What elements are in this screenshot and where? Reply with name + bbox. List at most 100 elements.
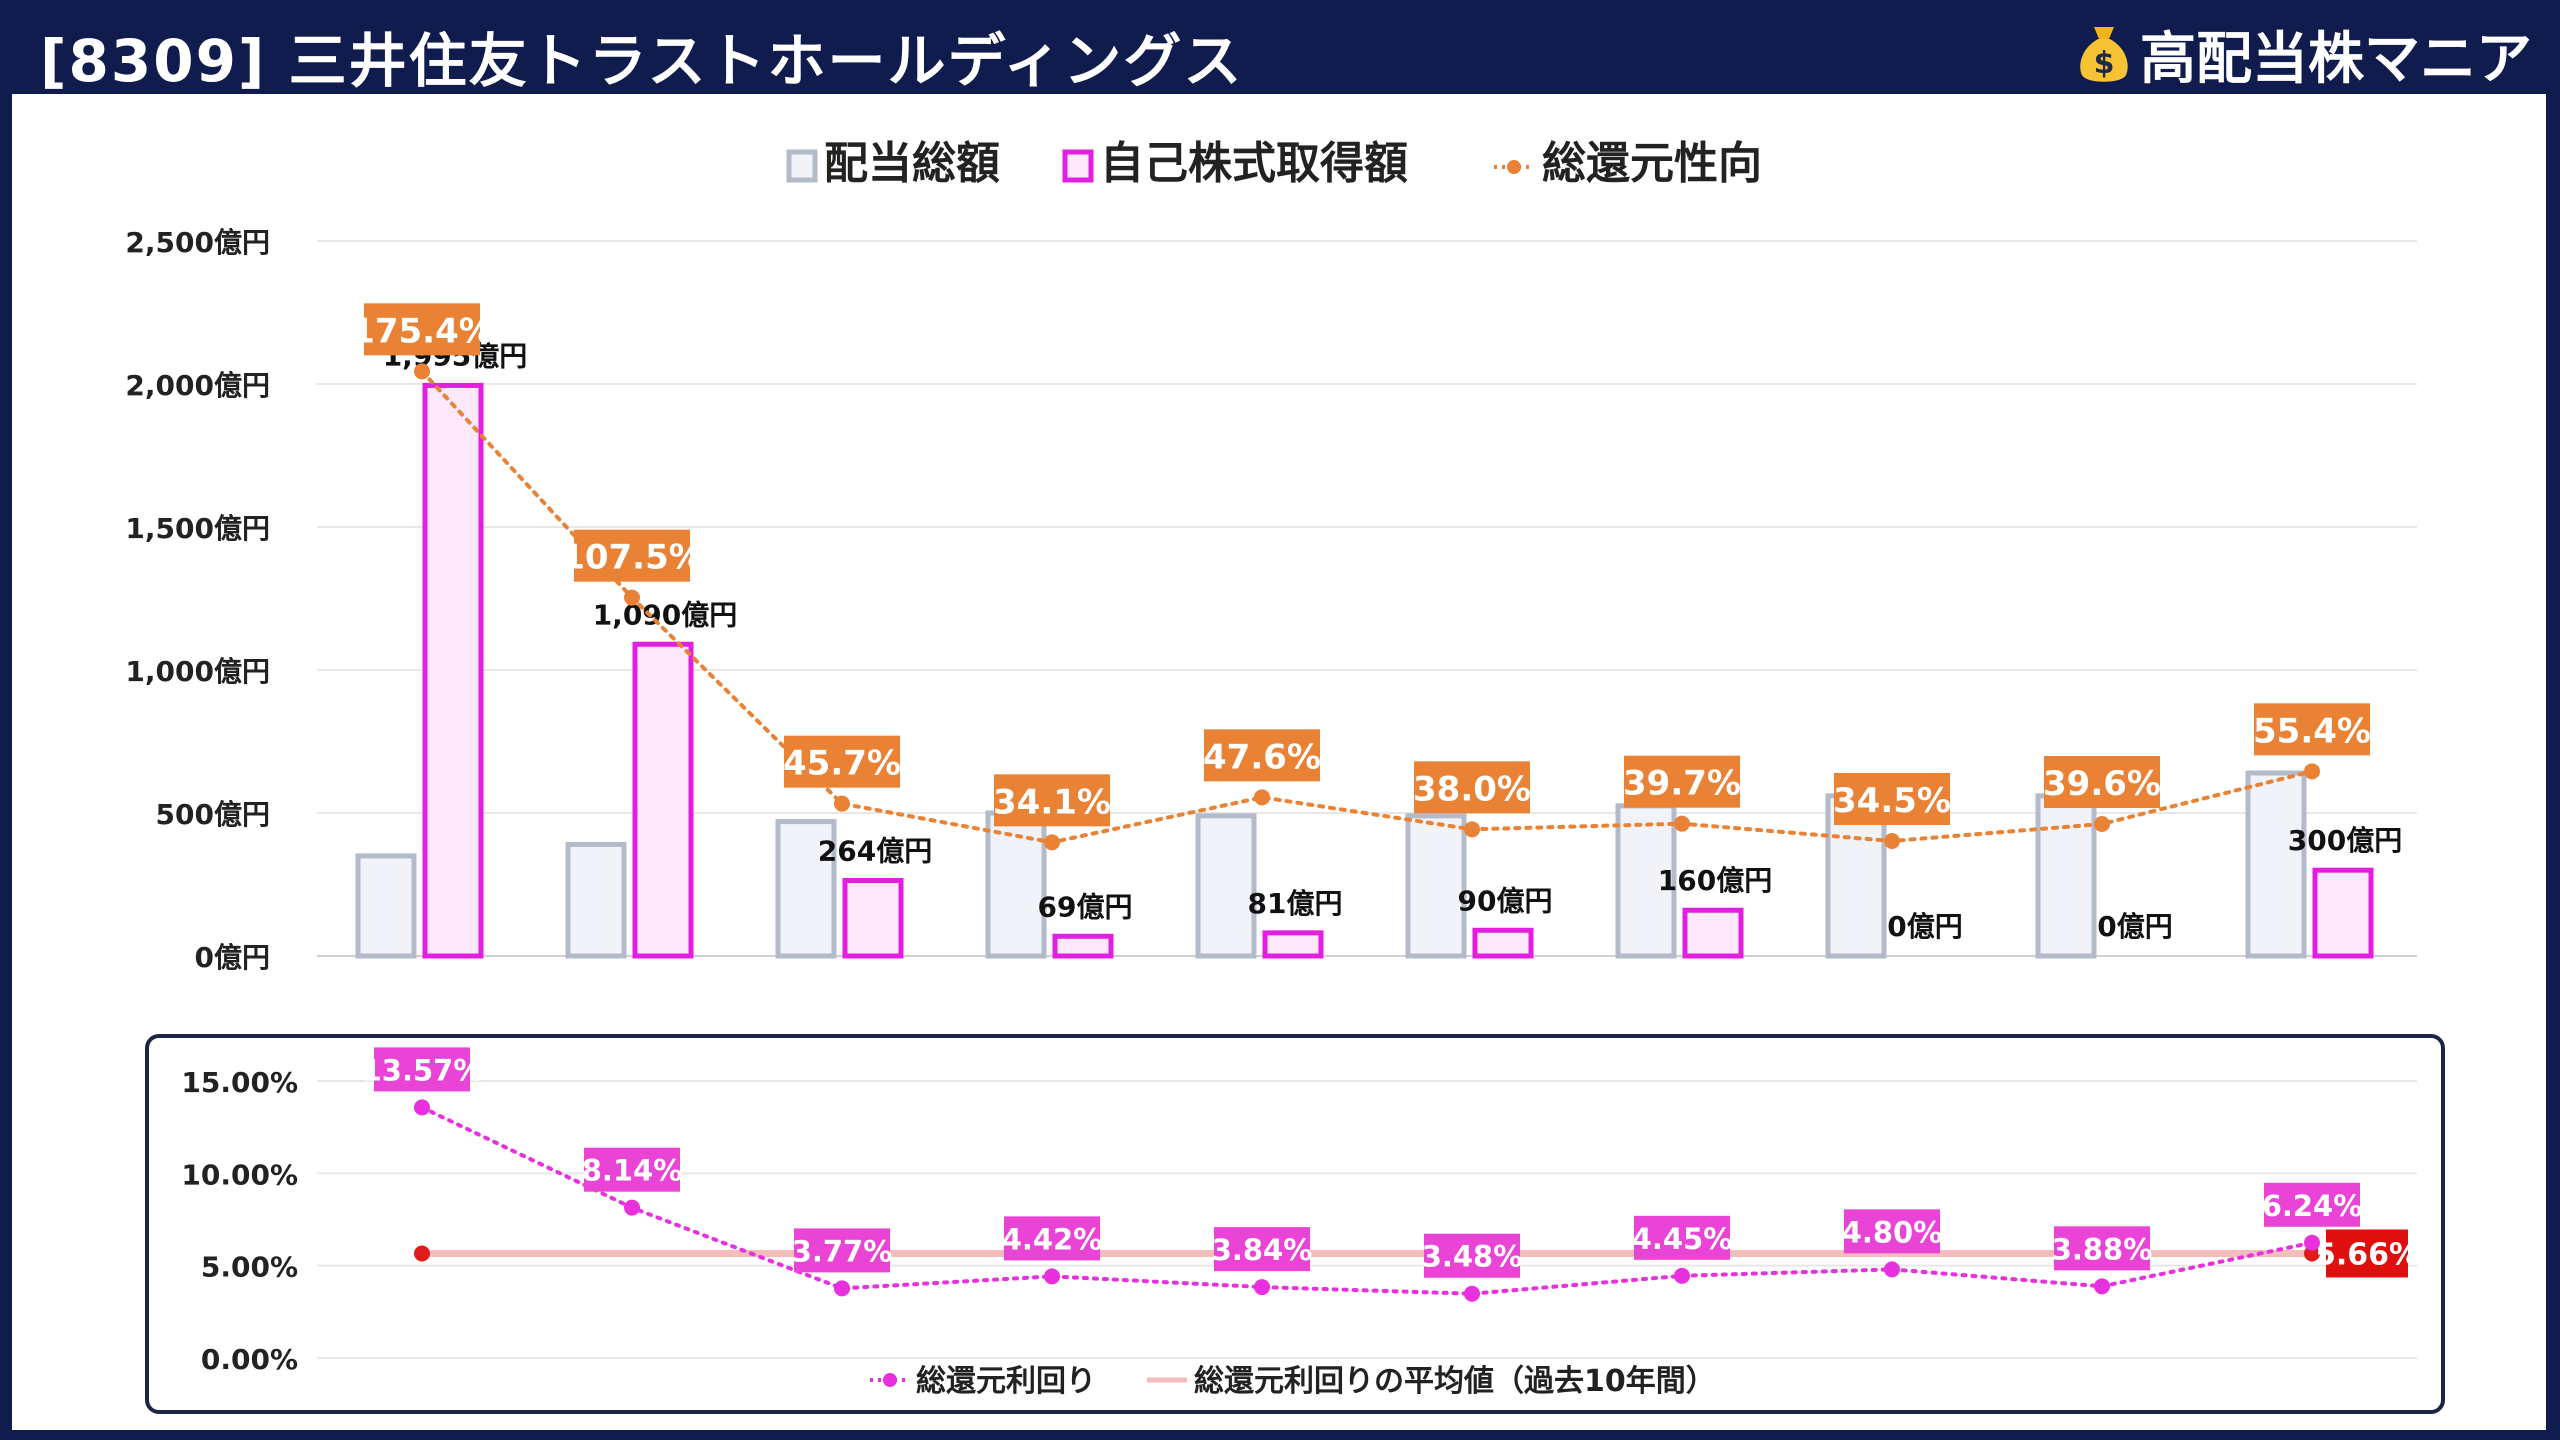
total-yield-point (414, 1099, 430, 1116)
yield-data-label: 8.14% (582, 1154, 683, 1188)
payout-data-label: 39.6% (2043, 764, 2161, 804)
buyback-bar (1682, 907, 1744, 959)
buyback-bar (842, 877, 904, 959)
chart-panel: 配当総額 自己株式取得額 総還元性向 0億円 500億円 1,000億円 1,500億… (12, 94, 2546, 1430)
yield-data-label: 4.42% (1002, 1222, 1103, 1256)
y-tick-label: 5.00% (201, 1251, 298, 1284)
bottom-chart-frame (145, 1034, 2445, 1414)
total-yield-point (1044, 1268, 1060, 1285)
dividend-bar (985, 810, 1047, 959)
yield-label-box (2054, 1226, 2150, 1271)
legend-label-payout: 総還元性向 (1542, 138, 1762, 189)
dividend-bar (1615, 803, 1677, 959)
average-yield-point (414, 1245, 430, 1262)
y-tick-label: 2,500億円 (125, 226, 270, 259)
payout-ratio-line (420, 369, 2314, 845)
yield-label-box (2264, 1182, 2360, 1227)
buyback-data-label: 0億円 (2097, 910, 2172, 943)
page-title: [8309] 三井住友トラストホールディングス (40, 27, 1244, 95)
dividend-bar (565, 841, 627, 959)
legend-label-yield: 総還元利回り (916, 1364, 1096, 1399)
payout-label-box (2044, 756, 2160, 808)
total-yield-line (420, 1105, 2314, 1296)
payout-ratio-point (1044, 834, 1060, 851)
payout-data-label: 38.0% (1413, 769, 1531, 809)
payout-ratio-point (2304, 763, 2320, 780)
payout-data-label: 39.7% (1623, 764, 1741, 804)
svg-text:$: $ (2094, 46, 2115, 81)
y-tick-label: 2,000億円 (125, 369, 270, 402)
yield-data-label: 4.45% (1632, 1222, 1733, 1256)
payout-label-box (574, 529, 690, 582)
y-tick-label: 1,000億円 (125, 655, 270, 688)
yield-data-label: 3.88% (2052, 1232, 2153, 1266)
payout-ratio-point (2094, 816, 2110, 832)
total-yield-point (834, 1280, 850, 1297)
payout-label-box (784, 735, 900, 788)
yield-label-box (1004, 1216, 1100, 1261)
payout-label-box (994, 774, 1110, 827)
payout-data-label: 107.5% (561, 538, 703, 578)
legend-marker-yield (883, 1373, 897, 1387)
buyback-bar (1262, 930, 1324, 959)
yield-data-label: 3.48% (1422, 1240, 1523, 1274)
yield-data-label: 6.24% (2262, 1189, 2363, 1223)
payout-data-label: 45.7% (783, 744, 901, 784)
payout-data-label: 55.4% (2253, 711, 2371, 751)
total-yield-point (1674, 1267, 1690, 1284)
yield-label-box (374, 1047, 470, 1092)
bottom-chart: 0.00% 5.00% 10.00% 15.00% 5.66% 13.57% 8.14% 3.… (181, 1047, 2419, 1376)
payout-ratio-point (1674, 815, 1690, 832)
buyback-bar (2312, 867, 2374, 959)
brand-name: 高配当株マニア (2140, 27, 2532, 92)
buyback-data-label: 1,090億円 (593, 598, 738, 631)
legend-label-average: 総還元利回りの平均値（過去10年間） (1194, 1364, 1716, 1399)
payout-data-label: 34.1% (993, 782, 1111, 822)
buyback-data-label: 300億円 (2288, 824, 2402, 857)
payout-label-box (1414, 761, 1530, 814)
chart-canvas: 配当総額 自己株式取得額 総還元性向 0億円 500億円 1,000億円 1,500億… (125, 138, 2445, 1414)
legend-label-dividend: 配当総額 (824, 138, 1000, 189)
buyback-data-label: 264億円 (818, 834, 932, 867)
yield-label-box (584, 1147, 680, 1192)
average-data-label: 5.66% (2315, 1237, 2419, 1272)
legend-marker-payout (1507, 160, 1521, 174)
total-yield-point (624, 1199, 640, 1216)
buyback-bar (422, 382, 484, 959)
y-tick-label: 500億円 (156, 798, 270, 831)
buyback-bar (632, 641, 694, 959)
payout-label-box (364, 303, 480, 356)
total-yield-point (1884, 1261, 1900, 1278)
dividend-bar (1195, 813, 1257, 959)
legend-swatch-dividend (786, 149, 818, 183)
buyback-data-label: 69億円 (1038, 890, 1133, 923)
payout-ratio-point (414, 363, 430, 380)
buyback-bar (1472, 927, 1534, 959)
payout-ratio-point (1464, 821, 1480, 838)
top-legend: 配当総額 自己株式取得額 総還元性向 (786, 138, 1762, 189)
yield-data-label: 4.80% (1842, 1215, 1943, 1249)
top-chart: 0億円500億円1,000億円1,500億円2,000億円2,500億円1,99… (125, 226, 2417, 1104)
dividend-bar (2245, 770, 2307, 959)
brand: $ 高配当株マニア (2076, 14, 2532, 95)
yield-data-label: 13.57% (362, 1053, 483, 1087)
yield-label-box (1214, 1227, 1310, 1272)
payout-label-box (1624, 755, 1740, 808)
average-label-box (2326, 1229, 2408, 1278)
yield-label-box (794, 1228, 890, 1273)
buyback-data-label: 0億円 (1887, 910, 1962, 943)
y-tick-label: 1,500億円 (125, 512, 270, 545)
header: [8309] 三井住友トラストホールディングス $ 高配当株マニア (0, 0, 2560, 95)
total-yield-point (2304, 1234, 2320, 1251)
payout-data-label: 47.6% (1203, 737, 1321, 777)
buyback-data-label: 160億円 (1658, 864, 1772, 897)
total-yield-point (1464, 1285, 1480, 1302)
total-yield-point (1254, 1279, 1270, 1296)
payout-data-label: 34.5% (1833, 781, 1951, 821)
y-tick-label: 0.00% (201, 1343, 298, 1376)
total-yield-point (2094, 1278, 2110, 1295)
yield-data-label: 3.84% (1212, 1233, 1313, 1267)
payout-label-box (1204, 729, 1320, 782)
dividend-bar (775, 819, 837, 959)
yield-data-label: 3.77% (792, 1234, 893, 1268)
